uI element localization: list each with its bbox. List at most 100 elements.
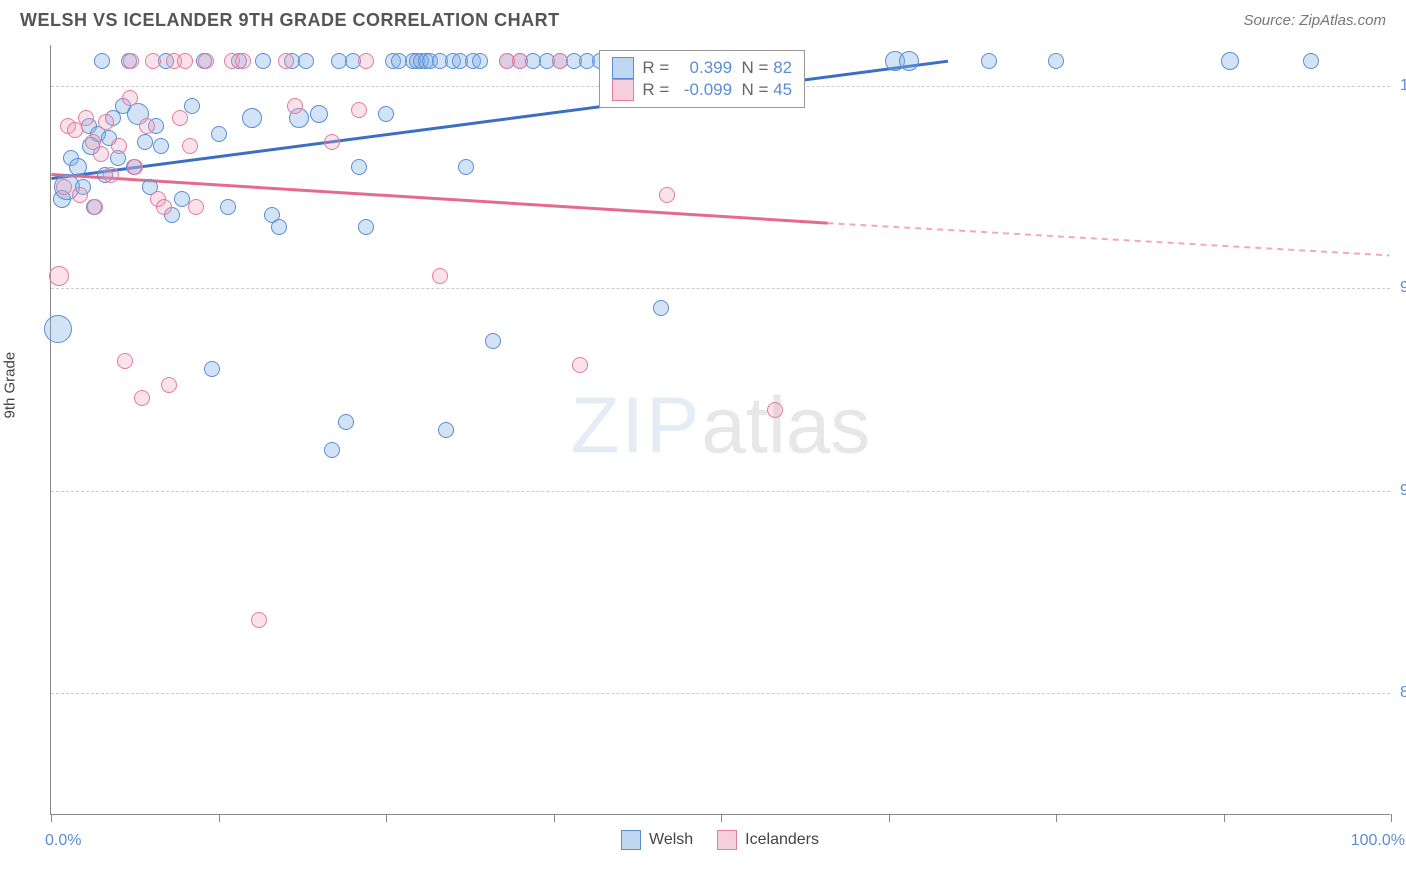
gridline-h — [51, 288, 1390, 289]
x-tick — [1224, 814, 1225, 822]
y-axis-label: 9th Grade — [2, 352, 19, 419]
legend-stat-row: R = -0.099 N = 45 — [612, 79, 792, 101]
scatter-point-icelanders — [98, 114, 114, 130]
scatter-point-welsh — [1221, 52, 1239, 70]
plot-area: ZIPatlas 85.0%90.0%95.0%100.0% — [50, 45, 1390, 815]
scatter-point-icelanders — [78, 110, 94, 126]
scatter-point-icelanders — [123, 53, 139, 69]
scatter-point-welsh — [220, 199, 236, 215]
scatter-point-icelanders — [134, 390, 150, 406]
scatter-point-icelanders — [117, 353, 133, 369]
scatter-point-welsh — [338, 414, 354, 430]
scatter-point-welsh — [378, 106, 394, 122]
scatter-point-welsh — [485, 333, 501, 349]
scatter-point-icelanders — [49, 266, 69, 286]
scatter-point-icelanders — [659, 187, 675, 203]
scatter-point-welsh — [184, 98, 200, 114]
scatter-point-welsh — [1048, 53, 1064, 69]
scatter-point-welsh — [899, 51, 919, 71]
source-label: Source: ZipAtlas.com — [1243, 12, 1386, 29]
x-tick — [554, 814, 555, 822]
scatter-point-welsh — [358, 219, 374, 235]
x-tick — [386, 814, 387, 822]
gridline-h — [51, 693, 1390, 694]
scatter-point-welsh — [153, 138, 169, 154]
x-tick — [1391, 814, 1392, 822]
scatter-point-icelanders — [512, 53, 528, 69]
chart-title: WELSH VS ICELANDER 9TH GRADE CORRELATION… — [20, 10, 560, 31]
x-tick — [1056, 814, 1057, 822]
scatter-point-icelanders — [235, 53, 251, 69]
scatter-point-icelanders — [572, 357, 588, 373]
scatter-point-welsh — [204, 361, 220, 377]
scatter-point-welsh — [472, 53, 488, 69]
scatter-point-icelanders — [182, 138, 198, 154]
scatter-point-welsh — [271, 219, 287, 235]
legend-swatch — [621, 830, 641, 850]
watermark: ZIPatlas — [571, 379, 870, 471]
scatter-point-welsh — [310, 105, 328, 123]
scatter-point-welsh — [653, 300, 669, 316]
scatter-point-icelanders — [287, 98, 303, 114]
legend-swatch — [612, 57, 634, 79]
scatter-point-welsh — [44, 315, 72, 343]
scatter-point-icelanders — [145, 53, 161, 69]
legend-stat-row: R = 0.399 N = 82 — [612, 57, 792, 79]
scatter-point-welsh — [69, 158, 87, 176]
legend-series-item: Icelanders — [717, 830, 819, 850]
legend-swatch — [717, 830, 737, 850]
legend-stat-text: R = -0.099 N = 45 — [642, 80, 792, 100]
scatter-point-icelanders — [127, 159, 143, 175]
scatter-point-welsh — [242, 108, 262, 128]
legend-stat-text: R = 0.399 N = 82 — [642, 58, 792, 78]
scatter-point-icelanders — [161, 377, 177, 393]
x-axis-max-label: 100.0% — [1351, 832, 1405, 850]
legend-series-label: Welsh — [649, 831, 693, 849]
scatter-point-icelanders — [93, 146, 109, 162]
scatter-point-icelanders — [72, 187, 88, 203]
scatter-point-welsh — [298, 53, 314, 69]
gridline-h — [51, 491, 1390, 492]
scatter-point-welsh — [211, 126, 227, 142]
scatter-point-icelanders — [122, 90, 138, 106]
trendline-icel — [828, 223, 1390, 255]
scatter-point-welsh — [981, 53, 997, 69]
watermark-text-2: atlas — [701, 380, 870, 469]
chart-area: 9th Grade ZIPatlas 85.0%90.0%95.0%100.0%… — [50, 45, 1390, 815]
scatter-point-welsh — [458, 159, 474, 175]
scatter-point-welsh — [351, 159, 367, 175]
scatter-point-icelanders — [87, 199, 103, 215]
scatter-point-icelanders — [278, 53, 294, 69]
x-tick — [721, 814, 722, 822]
scatter-point-welsh — [1303, 53, 1319, 69]
legend-series-item: Welsh — [621, 830, 693, 850]
scatter-point-icelanders — [172, 110, 188, 126]
scatter-point-icelanders — [139, 118, 155, 134]
scatter-point-icelanders — [432, 268, 448, 284]
y-tick-label: 95.0% — [1400, 279, 1406, 297]
x-axis-min-label: 0.0% — [45, 832, 81, 850]
y-tick-label: 85.0% — [1400, 684, 1406, 702]
plot-svg — [51, 45, 1390, 814]
scatter-point-icelanders — [198, 53, 214, 69]
y-tick-label: 90.0% — [1400, 482, 1406, 500]
scatter-point-icelanders — [358, 53, 374, 69]
x-tick — [219, 814, 220, 822]
scatter-point-icelanders — [767, 402, 783, 418]
watermark-text-1: ZIP — [571, 380, 701, 469]
scatter-point-welsh — [438, 422, 454, 438]
y-tick-label: 100.0% — [1400, 77, 1406, 95]
scatter-point-icelanders — [351, 102, 367, 118]
x-tick — [889, 814, 890, 822]
scatter-point-icelanders — [56, 179, 72, 195]
scatter-point-icelanders — [324, 134, 340, 150]
x-tick — [51, 814, 52, 822]
scatter-point-icelanders — [156, 199, 172, 215]
scatter-point-icelanders — [111, 138, 127, 154]
correlation-legend: R = 0.399 N = 82R = -0.099 N = 45 — [599, 50, 805, 108]
scatter-point-icelanders — [177, 53, 193, 69]
legend-series-label: Icelanders — [745, 831, 819, 849]
scatter-point-icelanders — [103, 167, 119, 183]
scatter-point-icelanders — [552, 53, 568, 69]
scatter-point-welsh — [255, 53, 271, 69]
